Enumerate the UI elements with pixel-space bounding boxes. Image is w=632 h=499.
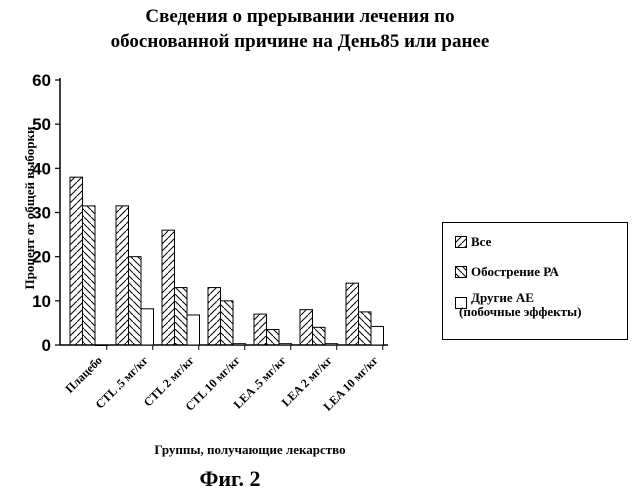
figure-caption: Фиг. 2 — [199, 466, 261, 491]
bar-other — [232, 343, 246, 346]
legend-label-other-1: Другие АЕ — [471, 290, 534, 305]
legend-label-all: Все — [471, 234, 492, 249]
y-tick-label: 60 — [32, 71, 51, 90]
title-line-1: Сведения о прерывании лечения по — [145, 6, 455, 27]
bar-ra — [358, 311, 372, 346]
legend-swatch-ra — [455, 266, 467, 278]
legend-swatch-other — [455, 297, 467, 309]
legend-swatch-all — [455, 236, 467, 248]
bar-ra — [128, 256, 142, 346]
legend: Все Обострение РА Другие АЕ (побочные эф… — [442, 222, 628, 340]
bar-other — [370, 325, 384, 346]
legend-label-other-2: (побочные эффекты) — [459, 304, 582, 319]
y-tick-label: 0 — [42, 336, 51, 355]
y-tick-label: 10 — [32, 292, 51, 311]
bar-ra — [312, 326, 326, 346]
y-tick-label: 40 — [32, 159, 51, 178]
bar-other — [278, 343, 292, 346]
bar-other — [186, 314, 200, 346]
x-axis-label: Группы, получающие лекарство — [154, 442, 346, 457]
bar-all — [69, 176, 83, 346]
bar-all — [161, 229, 175, 346]
bar-all — [115, 205, 129, 346]
legend-label-ra: Обострение РА — [471, 264, 559, 279]
bar-ra — [82, 205, 96, 346]
bar-other — [324, 343, 338, 346]
bar-ra — [266, 329, 280, 346]
bar-all — [207, 287, 221, 346]
bar-other — [94, 344, 108, 346]
bar-other — [140, 308, 154, 346]
title-line-2: обоснованной причине на День85 или ранее — [110, 31, 490, 52]
chart-bars — [69, 176, 384, 346]
x-tick-label: Плацебо — [62, 353, 105, 396]
bar-ra — [174, 287, 188, 346]
bar-all — [345, 282, 359, 346]
y-tick-label: 50 — [32, 115, 51, 134]
bar-all — [253, 313, 267, 346]
chart-title: Сведения о прерывании лечения по обоснов… — [0, 4, 600, 54]
y-tick-label: 20 — [32, 248, 51, 267]
bar-all — [299, 309, 313, 346]
bar-ra — [220, 300, 234, 346]
y-tick-label: 30 — [32, 204, 51, 223]
